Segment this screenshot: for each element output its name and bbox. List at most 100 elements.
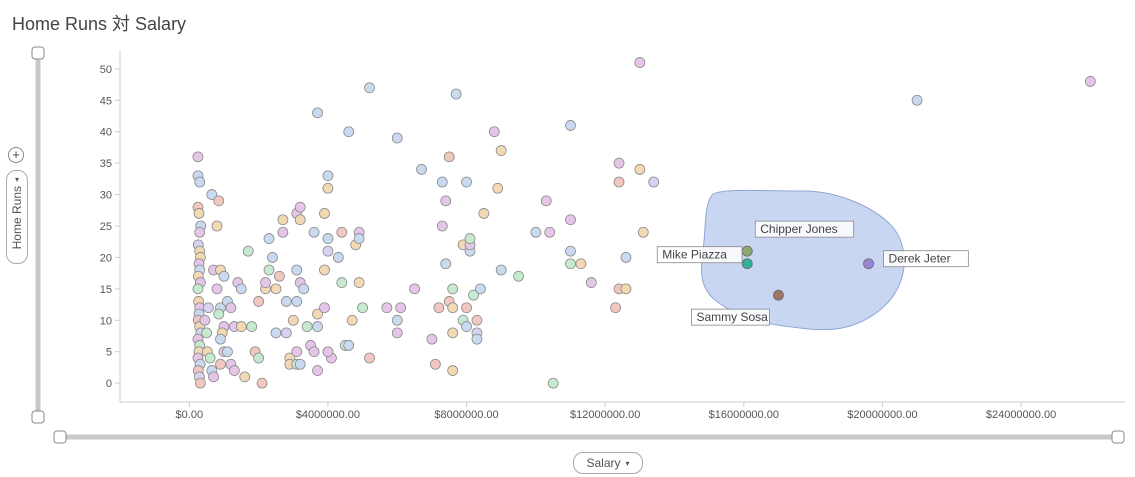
- data-point[interactable]: [211, 283, 223, 295]
- data-point[interactable]: [565, 120, 576, 131]
- data-point[interactable]: [298, 283, 310, 295]
- data-point[interactable]: [194, 377, 206, 389]
- highlighted-point[interactable]: [741, 258, 753, 270]
- add-axis-button[interactable]: +: [8, 147, 24, 163]
- data-point[interactable]: [213, 308, 225, 320]
- data-point[interactable]: [235, 283, 247, 295]
- data-point[interactable]: [1084, 76, 1096, 87]
- data-point[interactable]: [260, 277, 271, 288]
- data-point[interactable]: [263, 233, 275, 244]
- x-range-handle-right[interactable]: [1111, 430, 1125, 444]
- data-point[interactable]: [225, 302, 237, 314]
- highlighted-point[interactable]: [741, 245, 753, 257]
- data-point[interactable]: [206, 189, 218, 200]
- data-point[interactable]: [634, 57, 646, 68]
- data-point[interactable]: [416, 164, 427, 175]
- data-point[interactable]: [357, 302, 368, 314]
- data-point[interactable]: [263, 264, 275, 276]
- data-point[interactable]: [291, 296, 303, 307]
- data-point[interactable]: [194, 226, 206, 238]
- data-point[interactable]: [291, 346, 303, 358]
- data-point[interactable]: [613, 157, 625, 169]
- data-point[interactable]: [312, 321, 323, 332]
- data-point[interactable]: [228, 365, 240, 376]
- data-point[interactable]: [447, 302, 459, 314]
- y-range-handle-top[interactable]: [31, 46, 45, 60]
- data-point[interactable]: [336, 277, 348, 288]
- data-point[interactable]: [322, 182, 334, 194]
- data-point[interactable]: [547, 377, 559, 389]
- data-point[interactable]: [364, 352, 375, 364]
- data-point[interactable]: [312, 107, 323, 119]
- data-point[interactable]: [395, 302, 407, 314]
- data-point[interactable]: [277, 214, 289, 226]
- data-point[interactable]: [312, 365, 323, 376]
- data-point[interactable]: [322, 346, 334, 358]
- data-point[interactable]: [471, 314, 483, 326]
- data-point[interactable]: [213, 195, 225, 207]
- data-point[interactable]: [235, 321, 247, 332]
- data-point[interactable]: [620, 283, 632, 295]
- data-point[interactable]: [440, 258, 452, 270]
- data-point[interactable]: [211, 220, 223, 232]
- data-point[interactable]: [242, 245, 254, 257]
- data-point[interactable]: [312, 308, 323, 320]
- data-point[interactable]: [294, 214, 306, 226]
- data-point[interactable]: [319, 302, 330, 314]
- data-point[interactable]: [565, 258, 576, 270]
- data-point[interactable]: [194, 176, 206, 188]
- data-point[interactable]: [294, 201, 306, 213]
- y-axis-selector[interactable]: ▾ Home Runs: [6, 170, 28, 264]
- data-point[interactable]: [253, 296, 265, 307]
- data-point[interactable]: [253, 352, 265, 364]
- data-point[interactable]: [478, 208, 490, 219]
- data-point[interactable]: [433, 302, 445, 314]
- data-point[interactable]: [332, 252, 344, 263]
- data-point[interactable]: [364, 82, 375, 94]
- data-point[interactable]: [620, 252, 632, 263]
- data-point[interactable]: [343, 126, 355, 138]
- data-point[interactable]: [322, 233, 334, 244]
- data-point[interactable]: [353, 277, 365, 288]
- data-point[interactable]: [270, 327, 282, 339]
- data-point[interactable]: [381, 302, 393, 314]
- data-point[interactable]: [488, 126, 500, 138]
- data-point[interactable]: [391, 327, 403, 339]
- data-point[interactable]: [391, 132, 403, 144]
- data-point[interactable]: [218, 270, 230, 282]
- data-point[interactable]: [287, 314, 299, 326]
- data-point[interactable]: [436, 176, 448, 188]
- data-point[interactable]: [192, 151, 204, 163]
- data-point[interactable]: [256, 377, 268, 389]
- data-point[interactable]: [637, 226, 649, 238]
- data-point[interactable]: [540, 195, 552, 207]
- data-point[interactable]: [308, 226, 320, 238]
- data-point[interactable]: [461, 302, 472, 314]
- data-point[interactable]: [192, 283, 204, 295]
- highlighted-point[interactable]: [773, 289, 784, 301]
- data-point[interactable]: [204, 352, 216, 364]
- data-point[interactable]: [648, 176, 660, 188]
- data-point[interactable]: [274, 270, 285, 282]
- data-point[interactable]: [447, 365, 459, 376]
- data-point[interactable]: [301, 321, 313, 332]
- y-range-handle-bottom[interactable]: [31, 410, 45, 424]
- data-point[interactable]: [319, 264, 330, 276]
- data-point[interactable]: [336, 226, 348, 238]
- data-point[interactable]: [308, 346, 320, 358]
- data-point[interactable]: [270, 283, 282, 295]
- data-point[interactable]: [353, 233, 365, 244]
- x-range-handle-left[interactable]: [53, 430, 67, 444]
- data-point[interactable]: [443, 151, 455, 163]
- data-point[interactable]: [322, 170, 334, 182]
- data-point[interactable]: [201, 327, 213, 339]
- data-point[interactable]: [495, 264, 507, 276]
- data-point[interactable]: [294, 358, 306, 370]
- data-point[interactable]: [280, 296, 292, 307]
- data-point[interactable]: [610, 302, 621, 314]
- data-point[interactable]: [280, 327, 292, 339]
- data-point[interactable]: [450, 88, 462, 100]
- data-point[interactable]: [322, 245, 334, 257]
- data-point[interactable]: [575, 258, 587, 270]
- data-point[interactable]: [544, 226, 556, 238]
